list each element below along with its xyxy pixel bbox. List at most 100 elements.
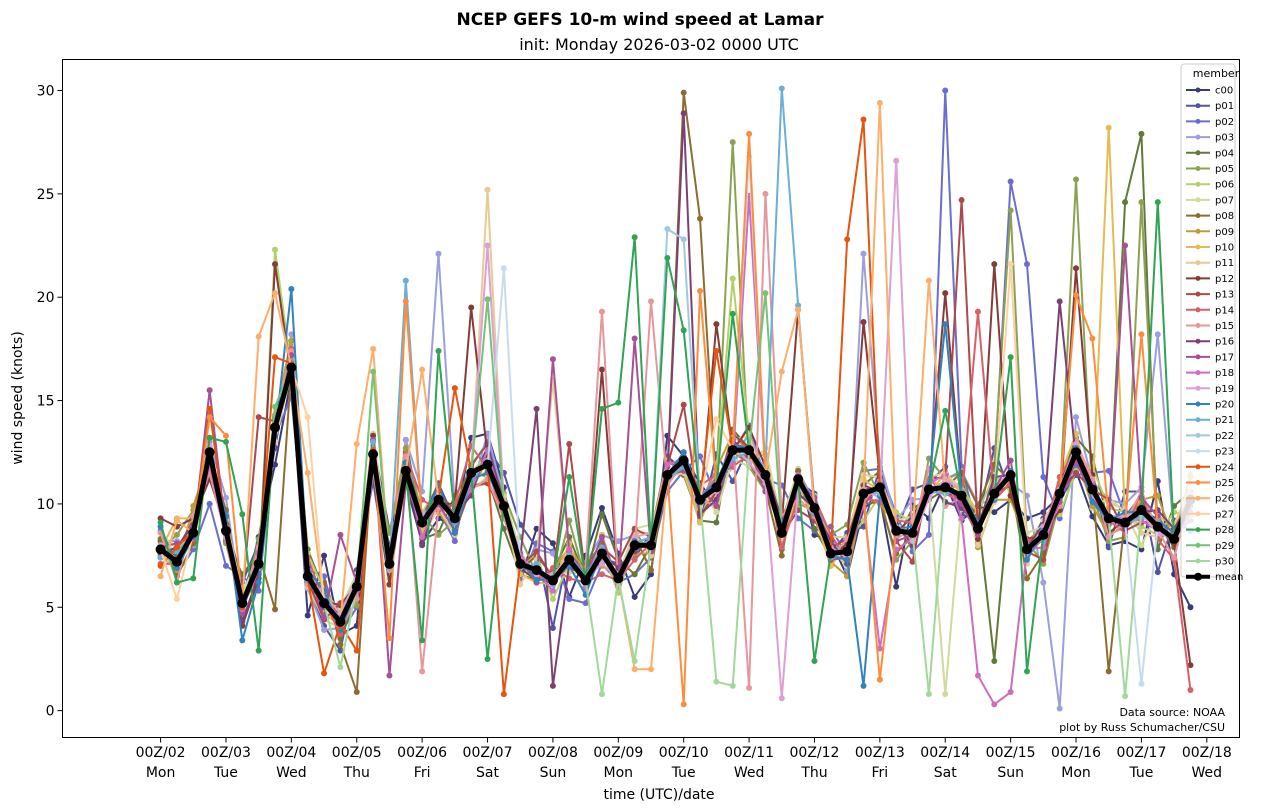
series-point-p08 bbox=[353, 689, 360, 696]
series-point-p06 bbox=[549, 596, 556, 603]
series-point-p17 bbox=[549, 356, 556, 363]
series-point-p12 bbox=[1073, 265, 1080, 272]
legend-item-p12: p12 bbox=[1186, 274, 1234, 285]
legend-swatch-marker bbox=[1195, 260, 1201, 266]
legend-item-p02: p02 bbox=[1186, 117, 1234, 128]
series-point-p25 bbox=[746, 130, 753, 137]
series-point-p20 bbox=[533, 577, 540, 584]
legend-swatch-marker bbox=[1195, 480, 1201, 485]
series-point-p15 bbox=[598, 308, 605, 315]
legend-swatch-marker bbox=[1195, 166, 1201, 171]
series-point-p12 bbox=[157, 515, 164, 522]
mean-point bbox=[891, 525, 902, 536]
series-point-p14 bbox=[974, 308, 981, 315]
mean-point bbox=[319, 598, 330, 609]
series-point-p22 bbox=[664, 226, 671, 232]
series-point-p12 bbox=[1187, 662, 1194, 669]
series-point-p28 bbox=[1023, 668, 1030, 675]
series-point-p20 bbox=[451, 529, 458, 536]
series-point-p12 bbox=[386, 581, 393, 588]
x-tick-label-time: 00Z/16 bbox=[1051, 745, 1101, 761]
x-axis: 00Z/02 Mon 00Z/03 Tue 00Z/04 Wed 00Z/05 Thu 00Z/… bbox=[136, 737, 1232, 781]
legend-swatch-marker bbox=[1195, 307, 1201, 313]
legend-swatch-marker bbox=[1195, 401, 1201, 407]
legend-swatch-marker bbox=[1195, 150, 1201, 156]
series-point-p05 bbox=[729, 139, 736, 146]
x-tick-label-day: Thu bbox=[800, 765, 827, 781]
series-point-c00 bbox=[631, 593, 638, 600]
series-point-p30 bbox=[337, 664, 344, 671]
mean-point bbox=[662, 469, 673, 480]
series-point-p07 bbox=[942, 691, 949, 698]
legend-label: p14 bbox=[1215, 305, 1234, 316]
series-point-p13 bbox=[1073, 469, 1080, 476]
series-point-p26 bbox=[631, 666, 638, 673]
mean-point bbox=[531, 565, 542, 576]
legend: member c00 p01 p02 p03 p04 p05 p06 p07 p08 p09 p10… bbox=[1180, 63, 1243, 583]
series-point-p20 bbox=[1023, 556, 1030, 563]
x-tick-label-time: 00Z/10 bbox=[659, 745, 709, 761]
legend-swatch-marker bbox=[1195, 511, 1201, 517]
legend-label: p18 bbox=[1215, 368, 1234, 379]
legend-label: p19 bbox=[1215, 384, 1234, 395]
legend-label: p30 bbox=[1215, 557, 1234, 568]
y-tick-label: 25 bbox=[37, 187, 55, 203]
series-point-c00 bbox=[648, 571, 654, 578]
legend-label: c00 bbox=[1215, 86, 1233, 97]
series-point-c00 bbox=[1089, 513, 1096, 520]
series-point-p25 bbox=[697, 288, 704, 295]
series-point-p25 bbox=[206, 414, 213, 421]
legend-swatch-marker bbox=[1195, 291, 1201, 297]
series-point-p07 bbox=[713, 509, 720, 516]
series-point-p28 bbox=[811, 658, 818, 665]
series-point-p19 bbox=[631, 533, 638, 540]
series-point-p02 bbox=[1040, 474, 1047, 481]
x-tick-label-day: Tue bbox=[671, 765, 696, 781]
series-point-p19 bbox=[893, 157, 900, 164]
series-point-p17 bbox=[239, 610, 246, 617]
legend-item-p25: p25 bbox=[1186, 478, 1234, 489]
legend-label: p23 bbox=[1215, 447, 1234, 458]
legend-swatch-marker bbox=[1195, 213, 1201, 219]
series-point-p05 bbox=[1138, 199, 1145, 206]
series-point-p08 bbox=[272, 606, 279, 613]
plot-frame bbox=[62, 59, 1240, 738]
x-tick-label-time: 00Z/03 bbox=[201, 745, 251, 761]
series-point-p26 bbox=[419, 366, 426, 373]
legend-swatch-marker bbox=[1195, 464, 1201, 470]
legend-label: mean bbox=[1215, 572, 1243, 583]
series-point-p24 bbox=[353, 647, 360, 654]
legend-label: p25 bbox=[1215, 478, 1234, 489]
series-point-p27 bbox=[713, 416, 720, 423]
series-point-p15 bbox=[762, 190, 769, 197]
series-point-p15 bbox=[648, 298, 654, 305]
series-point-p20 bbox=[680, 449, 687, 456]
series-point-p02 bbox=[222, 562, 229, 569]
series-point-p01 bbox=[1154, 569, 1161, 576]
x-tick-label-day: Sat bbox=[476, 765, 499, 781]
series-point-p01 bbox=[729, 478, 736, 485]
source-line-1: Data source: NOAA bbox=[1119, 706, 1225, 719]
legend-label: p20 bbox=[1215, 400, 1234, 411]
series-point-p06 bbox=[729, 275, 736, 282]
series-point-p14 bbox=[337, 631, 344, 638]
series-point-p12 bbox=[370, 432, 377, 439]
series-point-c00 bbox=[1138, 546, 1145, 553]
series-point-p28 bbox=[157, 519, 164, 526]
y-axis: 0 5 10 15 20 25 30 bbox=[37, 84, 63, 720]
series-point-p12 bbox=[974, 536, 981, 543]
series-point-p03 bbox=[288, 331, 295, 338]
legend-label: p04 bbox=[1215, 148, 1234, 159]
series-point-c00 bbox=[991, 509, 998, 516]
series-point-p24 bbox=[451, 385, 458, 392]
legend-swatch-marker bbox=[1195, 495, 1201, 501]
series-point-p03 bbox=[1056, 705, 1063, 712]
series-point-p24 bbox=[844, 236, 851, 243]
legend-label: p03 bbox=[1215, 133, 1234, 144]
mean-point bbox=[825, 548, 836, 559]
mean-point bbox=[613, 573, 624, 584]
legend-swatch-marker bbox=[1195, 370, 1201, 376]
mean-point bbox=[874, 482, 885, 493]
series-point-p26 bbox=[795, 306, 802, 313]
series-point-c00 bbox=[549, 540, 556, 547]
